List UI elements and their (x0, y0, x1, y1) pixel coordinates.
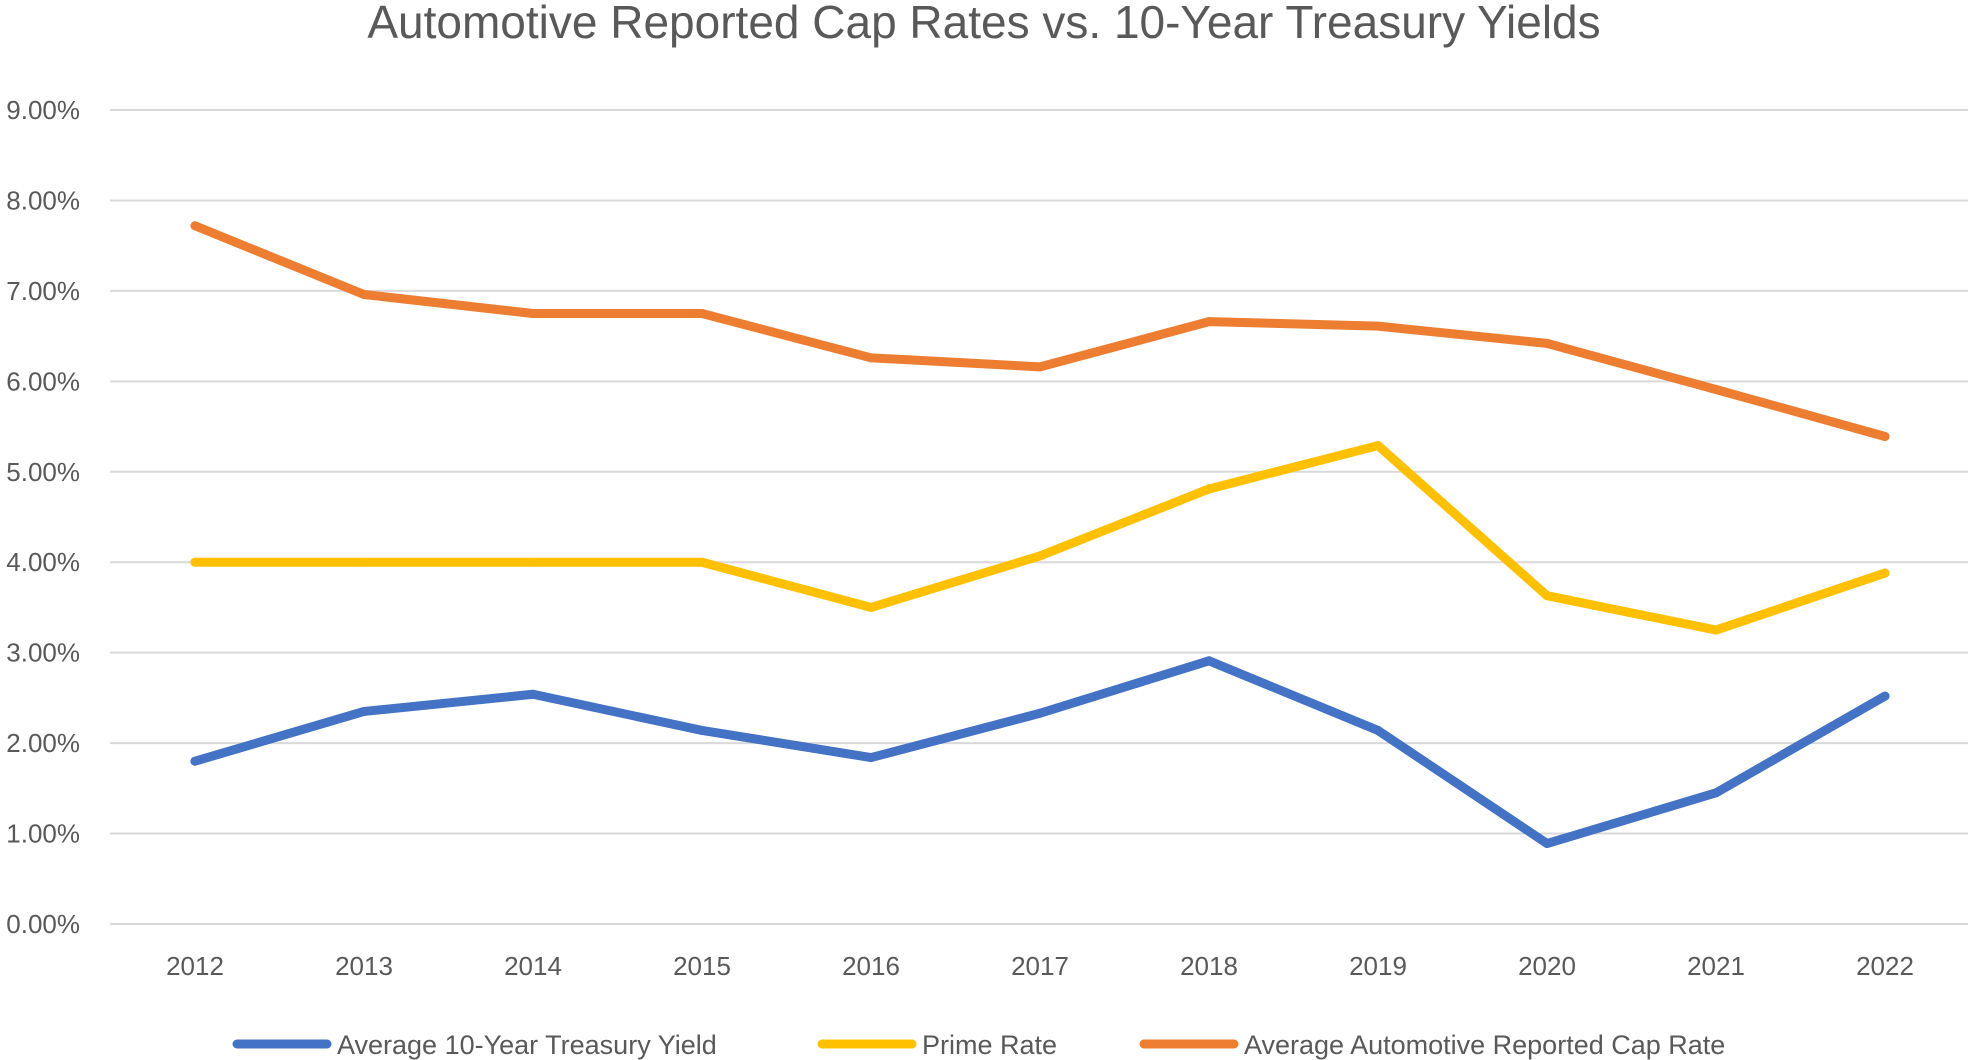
data-point (1035, 362, 1045, 372)
data-point (866, 753, 876, 763)
data-point (1542, 839, 1552, 849)
series-line (190, 221, 1890, 442)
data-point (359, 557, 369, 567)
data-point (1035, 551, 1045, 561)
x-tick-label: 2019 (1349, 951, 1407, 981)
legend-label: Prime Rate (922, 1030, 1057, 1060)
data-point (190, 557, 200, 567)
data-point (190, 221, 200, 231)
y-tick-label: 4.00% (6, 547, 80, 577)
x-axis-tick-labels: 2012 2013 2014 2015 2016 2017 2018 2019 2020 2021… (166, 951, 1914, 981)
data-point (1373, 725, 1383, 735)
series-2 (190, 441, 1890, 635)
data-point (697, 557, 707, 567)
series-1 (190, 656, 1890, 849)
data-point (1204, 484, 1214, 494)
x-tick-label: 2014 (504, 951, 562, 981)
x-tick-label: 2018 (1180, 951, 1238, 981)
y-tick-label: 9.00% (6, 95, 80, 125)
gridlines (110, 109, 1968, 925)
series-lines (190, 221, 1890, 849)
chart-title: Automotive Reported Cap Rates vs. 10-Yea… (367, 0, 1600, 48)
data-point (1711, 625, 1721, 635)
legend-label: Average Automotive Reported Cap Rate (1244, 1030, 1725, 1060)
data-point (1880, 691, 1890, 701)
data-point (359, 706, 369, 716)
y-tick-label: 8.00% (6, 185, 80, 215)
x-tick-label: 2016 (842, 951, 900, 981)
data-point (359, 290, 369, 300)
data-point (190, 756, 200, 766)
x-tick-label: 2020 (1518, 951, 1576, 981)
data-point (866, 353, 876, 363)
series-3 (190, 221, 1890, 442)
data-point (866, 602, 876, 612)
series-line (190, 441, 1890, 635)
legend-item: Prime Rate (817, 1030, 1057, 1060)
data-point (1542, 338, 1552, 348)
x-tick-label: 2017 (1011, 951, 1069, 981)
legend: Average 10-Year Treasury Yield Prime Rate… (232, 1030, 1725, 1060)
data-point (528, 557, 538, 567)
data-point (1373, 321, 1383, 331)
data-point (1880, 568, 1890, 578)
y-tick-label: 7.00% (6, 276, 80, 306)
y-tick-label: 2.00% (6, 728, 80, 758)
x-tick-label: 2015 (673, 951, 731, 981)
series-line (190, 656, 1890, 849)
y-tick-label: 5.00% (6, 457, 80, 487)
x-tick-label: 2012 (166, 951, 224, 981)
data-point (1035, 708, 1045, 718)
data-point (528, 309, 538, 318)
data-point (1373, 441, 1383, 451)
y-tick-label: 1.00% (6, 819, 80, 849)
y-axis-tick-labels: 0.00% 1.00% 2.00% 3.00% 4.00% 5.00% 6.00% 7.00%… (6, 95, 80, 939)
x-tick-label: 2022 (1856, 951, 1914, 981)
data-point (697, 725, 707, 735)
data-point (1542, 591, 1552, 601)
data-point (1880, 432, 1890, 442)
legend-label: Average 10-Year Treasury Yield (337, 1030, 717, 1060)
data-point (1204, 317, 1214, 327)
legend-item: Average 10-Year Treasury Yield (232, 1030, 717, 1060)
x-tick-label: 2021 (1687, 951, 1745, 981)
y-tick-label: 0.00% (6, 909, 80, 939)
data-point (697, 309, 707, 318)
x-tick-label: 2013 (335, 951, 393, 981)
data-point (1711, 788, 1721, 798)
legend-item: Average Automotive Reported Cap Rate (1139, 1030, 1725, 1060)
data-point (1204, 656, 1214, 666)
y-tick-label: 3.00% (6, 638, 80, 668)
data-point (528, 689, 538, 699)
y-tick-label: 6.00% (6, 366, 80, 396)
data-point (1711, 384, 1721, 394)
